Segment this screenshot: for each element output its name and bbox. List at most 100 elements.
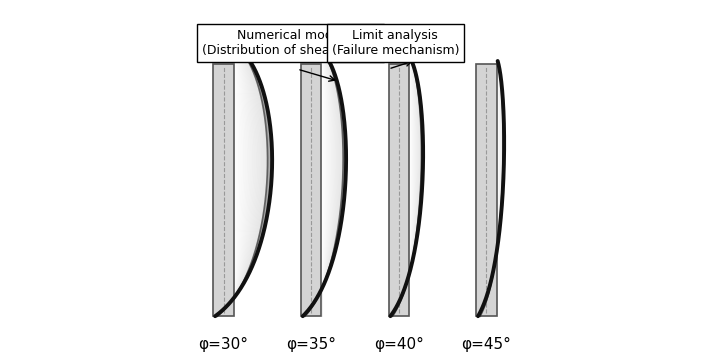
Polygon shape: [228, 44, 245, 316]
Polygon shape: [219, 44, 264, 316]
Polygon shape: [305, 52, 344, 316]
Polygon shape: [218, 44, 266, 316]
Polygon shape: [224, 44, 253, 316]
Polygon shape: [484, 61, 502, 316]
Polygon shape: [485, 61, 502, 316]
Polygon shape: [408, 57, 410, 316]
Polygon shape: [307, 52, 340, 316]
Polygon shape: [309, 52, 338, 316]
Polygon shape: [216, 44, 269, 316]
Polygon shape: [406, 57, 411, 316]
Polygon shape: [319, 52, 326, 316]
Polygon shape: [395, 57, 419, 316]
Polygon shape: [405, 57, 412, 316]
Polygon shape: [486, 61, 501, 316]
Bar: [389, 64, 409, 316]
Polygon shape: [316, 52, 328, 316]
Polygon shape: [225, 44, 252, 316]
Polygon shape: [397, 57, 418, 316]
Polygon shape: [390, 57, 423, 316]
Polygon shape: [397, 57, 418, 316]
Polygon shape: [392, 57, 421, 316]
Polygon shape: [479, 61, 504, 316]
Bar: [476, 64, 497, 316]
Polygon shape: [402, 57, 415, 316]
Polygon shape: [478, 61, 504, 316]
Polygon shape: [303, 52, 346, 316]
Polygon shape: [303, 52, 346, 316]
Polygon shape: [231, 44, 240, 316]
Polygon shape: [393, 57, 421, 316]
Polygon shape: [402, 57, 414, 316]
Polygon shape: [405, 57, 412, 316]
Polygon shape: [393, 57, 421, 316]
Text: φ=40°: φ=40°: [374, 337, 424, 352]
Polygon shape: [215, 44, 272, 316]
Polygon shape: [227, 44, 249, 316]
Polygon shape: [489, 61, 500, 316]
Text: φ=45°: φ=45°: [461, 337, 511, 352]
Polygon shape: [390, 57, 423, 316]
Polygon shape: [317, 52, 327, 316]
Polygon shape: [495, 61, 497, 316]
Polygon shape: [233, 44, 235, 316]
Polygon shape: [222, 44, 259, 316]
Polygon shape: [398, 57, 417, 316]
Polygon shape: [401, 57, 415, 316]
Polygon shape: [481, 61, 502, 316]
Polygon shape: [304, 52, 345, 316]
Polygon shape: [230, 44, 241, 316]
Polygon shape: [311, 52, 335, 316]
Polygon shape: [492, 61, 499, 316]
Polygon shape: [493, 61, 498, 316]
Polygon shape: [319, 52, 324, 316]
Polygon shape: [478, 61, 504, 316]
Polygon shape: [482, 61, 502, 316]
Text: Numerical model
(Distribution of shear strain): Numerical model (Distribution of shear s…: [201, 29, 379, 57]
Polygon shape: [222, 44, 257, 316]
Polygon shape: [318, 52, 327, 316]
Polygon shape: [481, 61, 503, 316]
Polygon shape: [403, 57, 413, 316]
Polygon shape: [399, 57, 416, 316]
Polygon shape: [303, 52, 346, 316]
Polygon shape: [303, 52, 345, 316]
Polygon shape: [478, 61, 504, 316]
Polygon shape: [232, 44, 237, 316]
Polygon shape: [400, 57, 416, 316]
Polygon shape: [487, 61, 500, 316]
Text: φ=35°: φ=35°: [286, 337, 336, 352]
Polygon shape: [481, 61, 503, 316]
Polygon shape: [215, 44, 272, 316]
Polygon shape: [394, 57, 421, 316]
Polygon shape: [316, 52, 329, 316]
Polygon shape: [224, 44, 254, 316]
Polygon shape: [303, 52, 346, 316]
Bar: [301, 64, 321, 316]
Polygon shape: [478, 61, 504, 316]
Polygon shape: [227, 44, 246, 316]
Polygon shape: [492, 61, 498, 316]
Polygon shape: [408, 57, 410, 316]
Polygon shape: [313, 52, 332, 316]
Polygon shape: [392, 57, 422, 316]
Polygon shape: [486, 61, 501, 316]
Polygon shape: [319, 52, 324, 316]
Polygon shape: [391, 57, 423, 316]
Polygon shape: [314, 52, 330, 316]
Polygon shape: [490, 61, 500, 316]
Polygon shape: [490, 61, 499, 316]
Polygon shape: [390, 57, 423, 316]
Polygon shape: [390, 57, 423, 316]
Polygon shape: [215, 44, 272, 316]
Polygon shape: [310, 52, 336, 316]
Text: Limit analysis
(Failure mechanism): Limit analysis (Failure mechanism): [332, 29, 459, 57]
Polygon shape: [483, 61, 502, 316]
Polygon shape: [226, 44, 251, 316]
Polygon shape: [320, 52, 323, 316]
Polygon shape: [487, 61, 500, 316]
Polygon shape: [396, 57, 419, 316]
Polygon shape: [494, 61, 497, 316]
Polygon shape: [488, 61, 500, 316]
Polygon shape: [308, 52, 339, 316]
